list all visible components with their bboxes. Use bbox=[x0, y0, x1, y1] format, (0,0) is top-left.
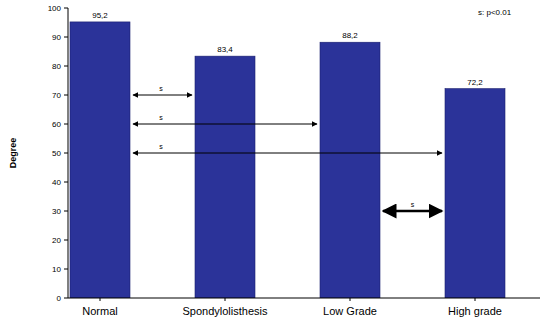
y-tick-label: 0 bbox=[57, 294, 62, 303]
significance-label: s bbox=[411, 201, 415, 208]
data-label: 88,2 bbox=[342, 31, 358, 40]
y-tick-label: 30 bbox=[52, 207, 61, 216]
significance-label: s bbox=[159, 114, 163, 121]
x-tick bbox=[100, 298, 101, 301]
x-tick-label: Spondylolisthesis bbox=[183, 305, 268, 317]
x-tick bbox=[475, 298, 476, 301]
y-tick-label: 60 bbox=[52, 120, 61, 129]
data-label: 72,2 bbox=[467, 78, 483, 87]
y-tick bbox=[64, 124, 68, 125]
annotation: s: p<0.01 bbox=[478, 8, 512, 17]
y-tick bbox=[64, 8, 68, 9]
x-tick-label: High grade bbox=[448, 305, 502, 317]
significance-arrow bbox=[133, 95, 192, 96]
bars bbox=[70, 22, 505, 298]
y-tick-label: 70 bbox=[52, 91, 61, 100]
bar bbox=[445, 89, 505, 298]
y-tick-label: 40 bbox=[52, 178, 61, 187]
y-tick bbox=[64, 153, 68, 154]
x-tick-label: Normal bbox=[82, 305, 117, 317]
data-label: 83,4 bbox=[217, 45, 233, 54]
x-tick-label: Low Grade bbox=[323, 305, 377, 317]
y-tick bbox=[64, 95, 68, 96]
y-tick bbox=[64, 269, 68, 270]
y-tick bbox=[64, 240, 68, 241]
significance-arrow bbox=[383, 210, 442, 213]
y-tick bbox=[64, 211, 68, 212]
y-tick-label: 20 bbox=[52, 236, 61, 245]
significance-arrow bbox=[133, 124, 317, 125]
y-tick bbox=[64, 298, 68, 299]
y-tick-label: 10 bbox=[52, 265, 61, 274]
chart-container: 95,2 83,4 88,2 72,2 0 10 20 30 40 50 60 70 80 90 100 No… bbox=[0, 0, 549, 324]
x-tick bbox=[225, 298, 226, 301]
y-tick bbox=[64, 182, 68, 183]
bar bbox=[70, 22, 130, 298]
y-tick-label: 100 bbox=[48, 4, 62, 13]
y-axis-title: Degree bbox=[8, 138, 18, 169]
bar bbox=[195, 56, 255, 298]
significance-label: s bbox=[159, 143, 163, 150]
y-tick-label: 50 bbox=[52, 149, 61, 158]
y-tick-label: 80 bbox=[52, 62, 61, 71]
y-tick bbox=[64, 37, 68, 38]
data-label: 95,2 bbox=[92, 11, 108, 20]
y-tick-label: 90 bbox=[52, 33, 61, 42]
significance-label: s bbox=[159, 85, 163, 92]
x-tick bbox=[350, 298, 351, 301]
chart: 95,2 83,4 88,2 72,2 0 10 20 30 40 50 60 70 80 90 100 No… bbox=[0, 0, 549, 324]
significance-arrow bbox=[133, 153, 442, 154]
x-axis bbox=[68, 298, 540, 299]
y-tick bbox=[64, 66, 68, 67]
bar bbox=[320, 42, 380, 298]
